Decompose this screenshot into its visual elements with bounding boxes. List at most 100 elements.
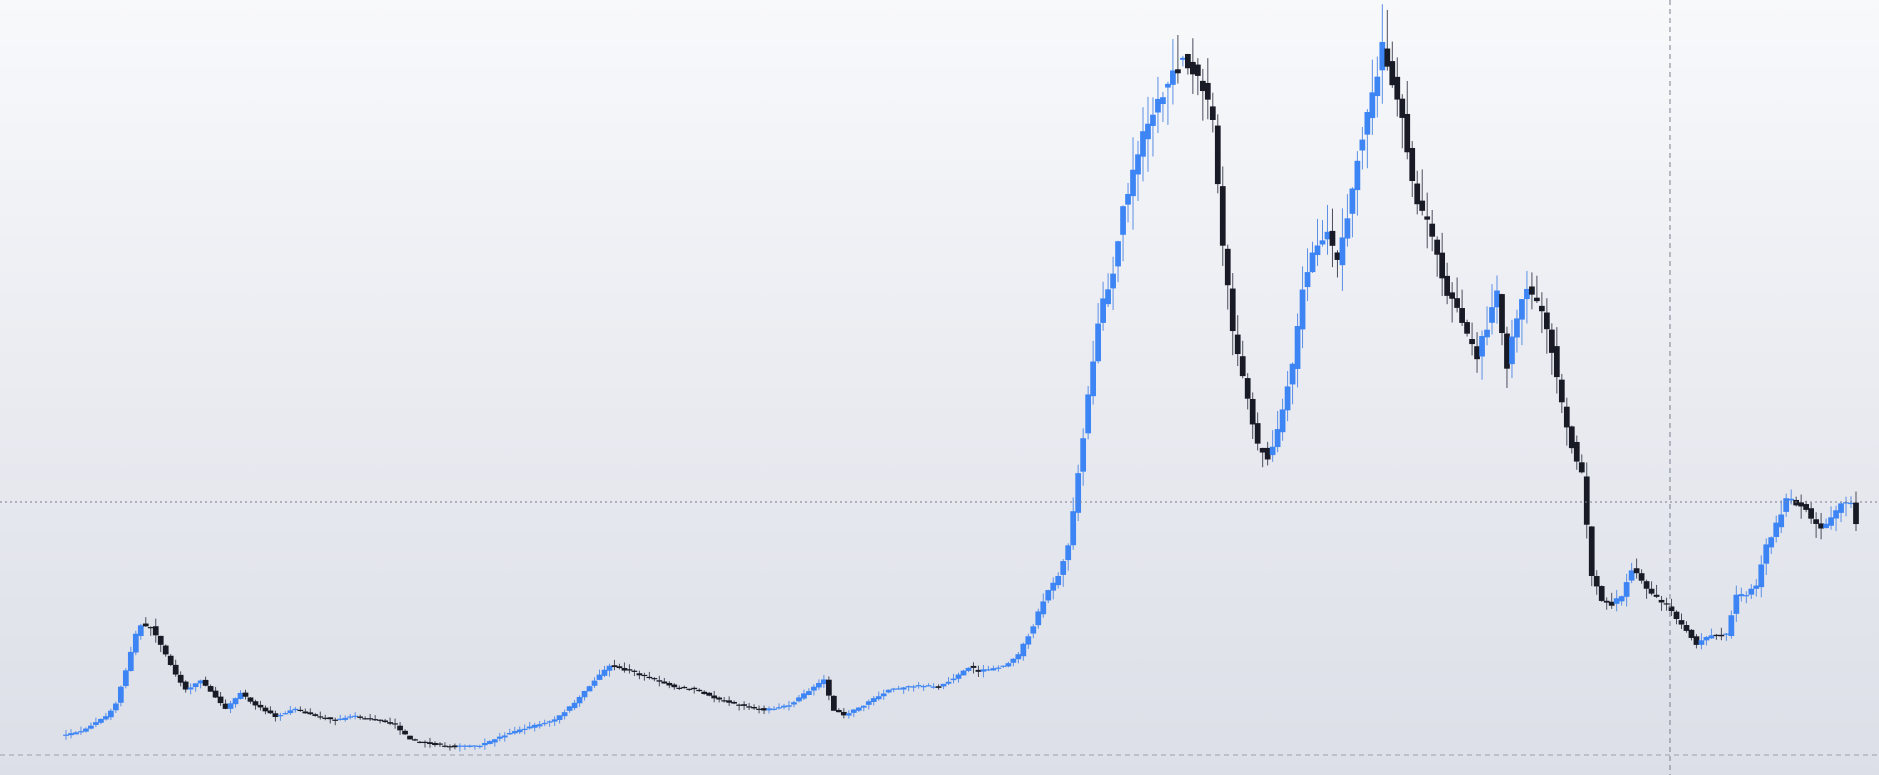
candle-body-down — [1568, 426, 1575, 449]
candle-body-down — [1648, 588, 1655, 594]
candle — [1204, 58, 1211, 120]
candle-body-down — [432, 742, 438, 746]
candle-body-down — [247, 697, 254, 702]
candle-body-down — [362, 718, 369, 720]
candle-body-down — [447, 746, 453, 748]
candle — [312, 712, 319, 717]
candle-body-down — [696, 689, 703, 692]
candle-body-down — [1593, 576, 1600, 587]
candle — [1279, 398, 1286, 441]
candle — [895, 685, 902, 690]
candle-body-down — [242, 692, 249, 697]
candle-body-down — [442, 745, 448, 747]
candle — [78, 726, 84, 735]
candle-body-down — [1603, 600, 1610, 603]
candle-body-up — [591, 680, 598, 686]
candle — [1175, 35, 1181, 84]
candle — [641, 672, 648, 681]
candle — [1424, 192, 1431, 249]
candle-body-down — [711, 695, 718, 699]
candle — [840, 707, 847, 719]
candle — [576, 695, 583, 707]
candle-body-up — [786, 705, 792, 707]
candle-body-down — [826, 679, 832, 696]
candle — [811, 684, 817, 696]
candle — [1209, 92, 1216, 133]
candle — [1299, 266, 1306, 349]
candle — [1000, 665, 1007, 668]
candle — [581, 690, 588, 701]
candle-body-down — [1449, 292, 1455, 299]
candle — [73, 731, 79, 735]
candle — [63, 730, 69, 740]
candle — [1778, 500, 1785, 534]
candle — [596, 669, 603, 681]
candle — [362, 716, 369, 720]
candle-body-up — [1130, 169, 1136, 197]
candle — [865, 699, 872, 710]
candle-body-up — [1035, 611, 1042, 626]
candle — [217, 692, 224, 706]
candle-body-down — [681, 686, 688, 689]
candle-body-down — [935, 686, 942, 688]
candle — [1075, 464, 1082, 522]
candle-body-up — [821, 679, 827, 685]
candle-body-up — [117, 686, 124, 703]
candle-body-up — [1489, 307, 1495, 323]
candle-body-up — [1020, 643, 1027, 657]
candle — [192, 683, 199, 692]
candle-body-down — [1459, 308, 1465, 323]
candle-body-down — [182, 681, 189, 690]
candle-body-up — [1743, 595, 1750, 597]
candle — [1234, 315, 1241, 367]
candle — [407, 735, 413, 740]
candle — [417, 740, 423, 744]
candle-body-up — [68, 733, 74, 736]
candle — [1598, 585, 1605, 602]
candle-body-down — [1259, 447, 1266, 453]
candle — [1364, 109, 1371, 169]
candle-body-up — [227, 703, 234, 709]
candle-body-up — [197, 680, 204, 684]
candle-body-down — [302, 711, 309, 714]
candle — [676, 685, 683, 691]
candle-body-up — [1120, 206, 1126, 235]
candle-body-up — [1703, 637, 1710, 641]
candle — [1030, 624, 1037, 639]
candle — [1643, 579, 1650, 599]
candle — [691, 686, 698, 694]
candle — [1259, 447, 1266, 468]
candle — [1843, 496, 1849, 517]
candle-body-up — [1623, 582, 1630, 597]
candle — [1369, 59, 1376, 135]
candle — [1095, 303, 1101, 364]
candle-body-up — [481, 743, 488, 746]
candle-body-down — [1249, 398, 1256, 425]
candle — [1833, 505, 1839, 532]
candle — [1519, 299, 1525, 346]
candle-body-down — [1713, 634, 1720, 637]
candle-body-up — [870, 698, 877, 703]
candle — [860, 705, 867, 712]
candle-body-up — [83, 728, 89, 732]
candle-body-up — [1733, 594, 1740, 614]
candle-body-up — [1838, 503, 1844, 513]
candle-body-down — [377, 719, 383, 721]
candle — [566, 705, 573, 713]
candle-body-down — [1414, 183, 1421, 205]
candle-body-down — [262, 707, 269, 712]
candle — [616, 663, 623, 670]
candle-body-up — [1125, 194, 1131, 205]
candle — [736, 703, 742, 711]
candle — [1239, 340, 1246, 379]
candle — [1264, 441, 1271, 466]
candle-body-up — [1788, 498, 1795, 501]
candle — [506, 728, 513, 735]
candle-body-down — [970, 665, 977, 668]
candle — [1314, 218, 1321, 266]
candle-body-down — [452, 745, 458, 748]
candle — [1060, 559, 1067, 587]
candle-body-down — [611, 665, 618, 668]
